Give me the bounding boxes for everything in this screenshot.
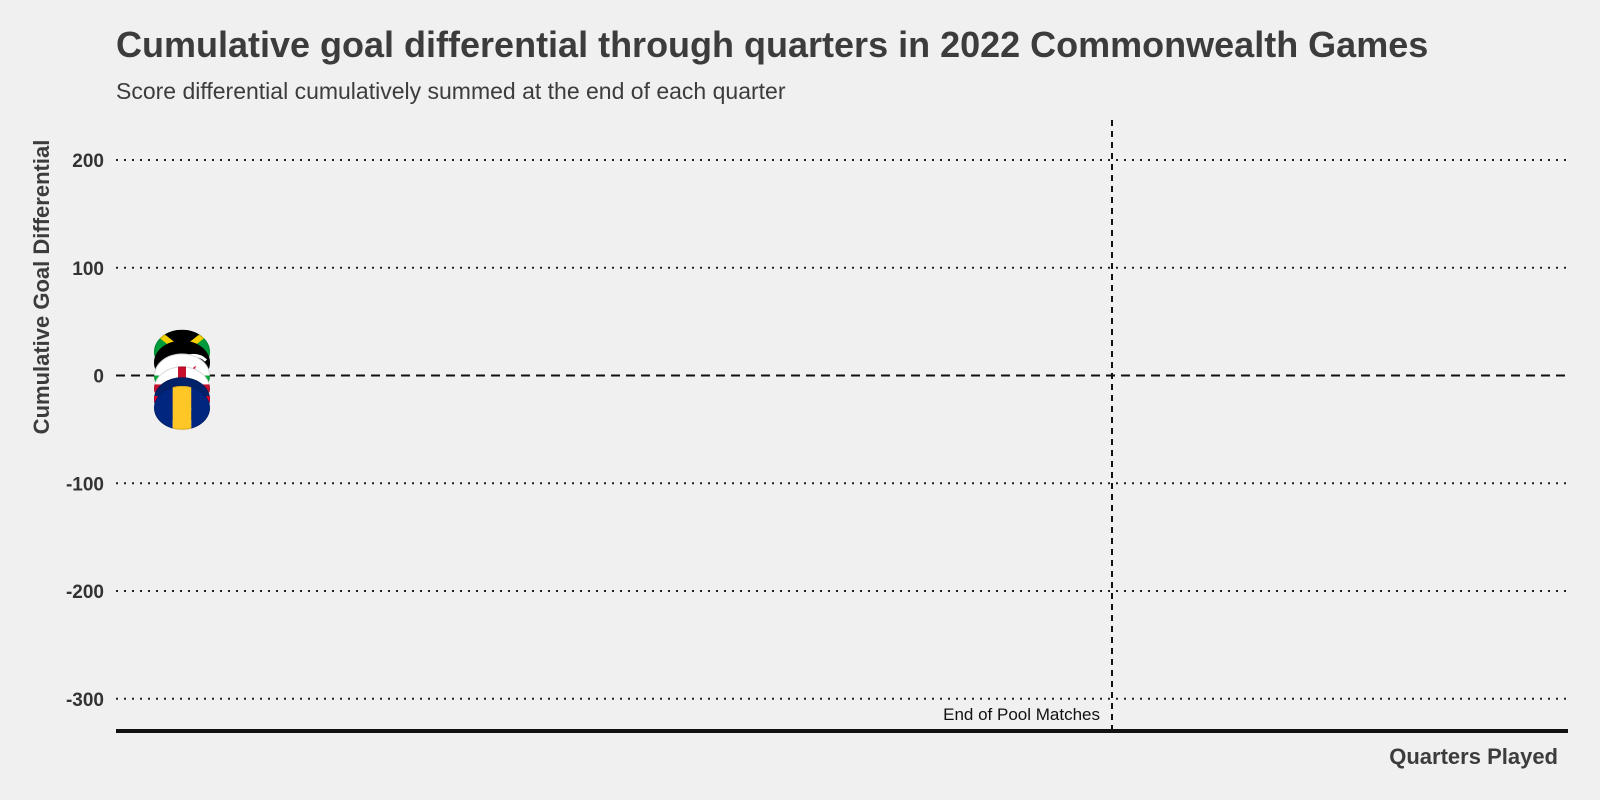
x-axis-label: Quarters Played bbox=[1389, 744, 1558, 769]
chart-title: Cumulative goal differential through qua… bbox=[116, 24, 1429, 65]
flag-marker-barbados bbox=[154, 385, 210, 430]
flag-marker-outline bbox=[154, 385, 210, 430]
y-tick-label: -200 bbox=[66, 582, 104, 603]
pool-end-annotation: End of Pool Matches bbox=[943, 705, 1100, 724]
y-tick-label: -100 bbox=[66, 474, 104, 495]
y-tick-label: 200 bbox=[72, 151, 104, 172]
y-tick-label: -300 bbox=[66, 690, 104, 711]
y-tick-label: 100 bbox=[72, 259, 104, 280]
chart-subtitle: Score differential cumulatively summed a… bbox=[116, 78, 786, 104]
y-tick-label: 0 bbox=[93, 367, 104, 388]
